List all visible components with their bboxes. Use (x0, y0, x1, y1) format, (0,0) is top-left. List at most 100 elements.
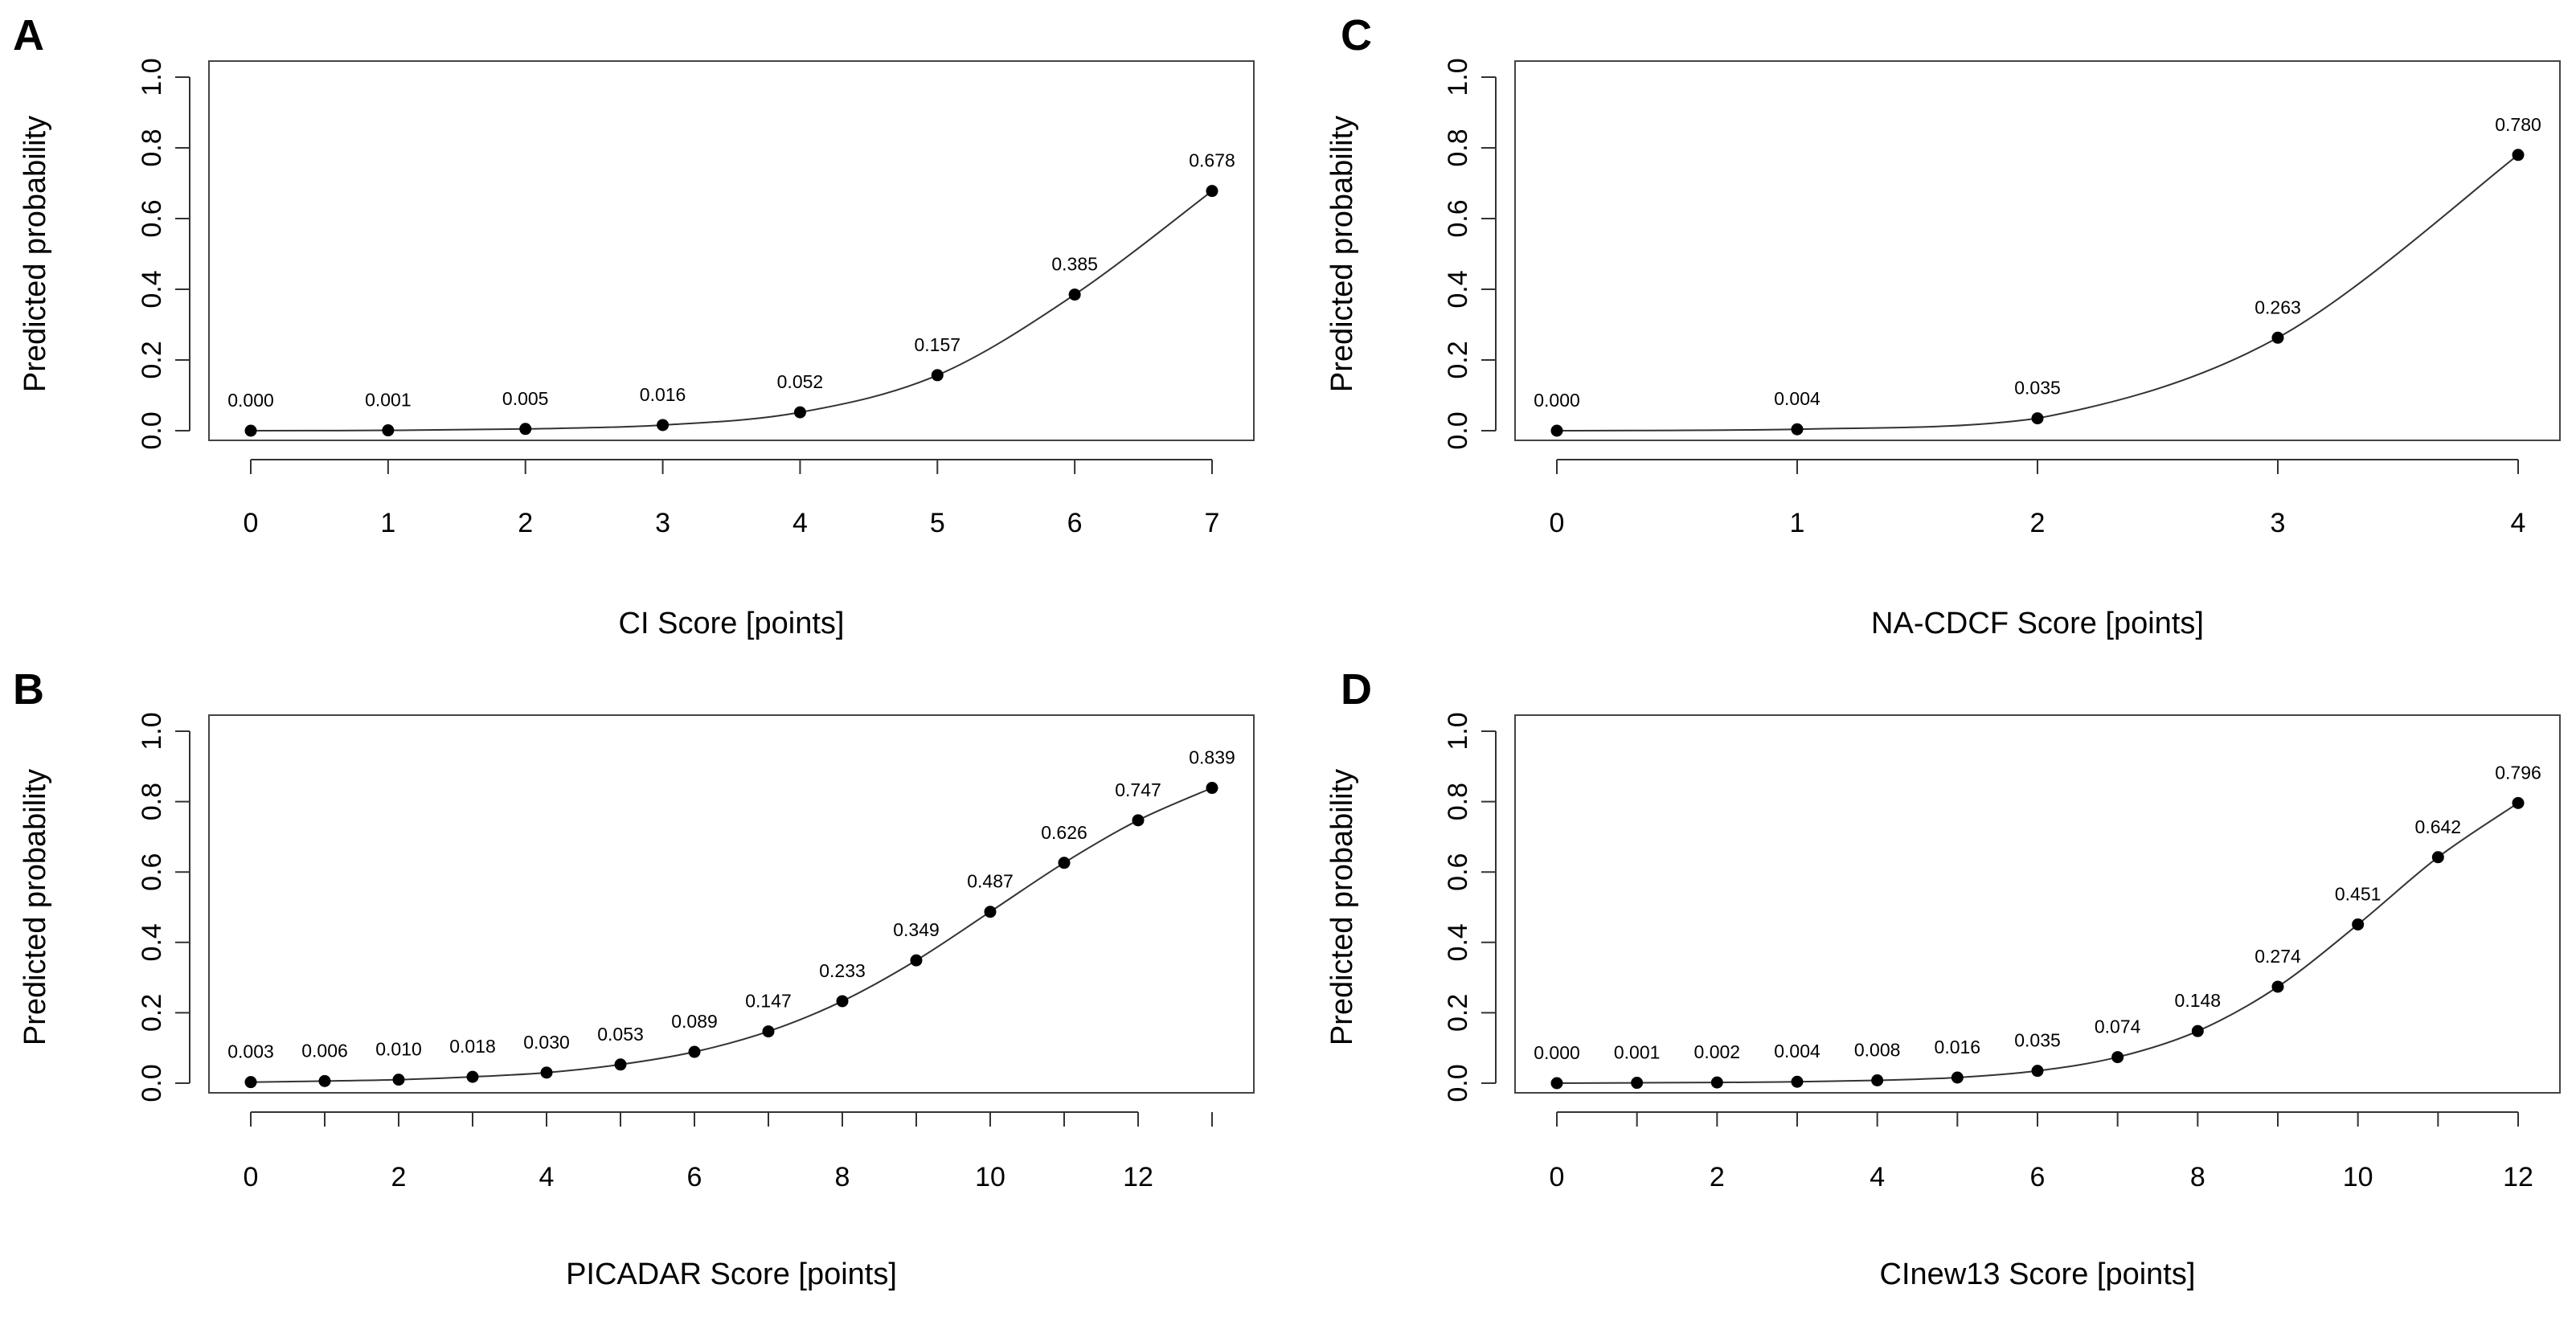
x-tick-label: 0 (1550, 508, 1565, 538)
data-label: 0.487 (967, 871, 1014, 892)
data-label: 0.035 (2014, 1030, 2061, 1051)
data-label: 0.000 (1534, 1042, 1580, 1063)
data-point (318, 1074, 331, 1087)
data-label: 0.010 (375, 1039, 422, 1060)
panel-c: C 0.0 0.2 0.4 0.6 0.8 1.0 Predicted probability… (1325, 11, 2561, 640)
y-tick-label: 0.6 (1443, 853, 1473, 891)
y-axis-title: Predicted probability (1325, 116, 1359, 392)
data-label: 0.004 (1774, 388, 1820, 409)
data-point (1631, 1077, 1644, 1090)
x-tick-label: 3 (655, 508, 670, 538)
probability-curve (250, 190, 1213, 432)
panel-b: B 0.0 0.2 0.4 0.6 0.8 1.0 Predicted probability… (13, 665, 1255, 1291)
data-label: 0.451 (2335, 883, 2381, 904)
data-label: 0.074 (2095, 1016, 2141, 1037)
y-tick-label: 0.4 (137, 923, 167, 961)
x-tick-label: 2 (391, 1162, 407, 1192)
x-tick-label: 0 (1550, 1162, 1565, 1192)
y-tick-label: 1.0 (1443, 712, 1473, 750)
panel-letter: C (1341, 11, 1372, 59)
data-point (2512, 796, 2525, 809)
data-label: 0.147 (745, 991, 792, 1012)
x-tick-label: 2 (2030, 508, 2046, 538)
data-point (657, 419, 670, 432)
data-point (1058, 857, 1071, 869)
x-tick-label: 6 (2030, 1162, 2046, 1192)
y-axis-title: Predicted probability (1325, 769, 1359, 1045)
x-tick-label: 0 (244, 1162, 259, 1192)
x-axis-title: NA-CDCF Score [points] (1871, 607, 2204, 640)
data-point (1951, 1071, 1964, 1084)
data-point (2352, 918, 2365, 930)
x-tick-label: 4 (1870, 1162, 1885, 1192)
y-tick-label: 1.0 (137, 58, 167, 96)
data-point (1132, 814, 1145, 827)
data-point (519, 423, 532, 436)
x-tick-label: 8 (835, 1162, 850, 1192)
y-tick-label: 0.0 (1443, 411, 1473, 449)
data-label: 0.035 (2014, 378, 2061, 399)
x-tick-label: 4 (539, 1162, 555, 1192)
y-tick-label: 0.4 (1443, 270, 1473, 308)
data-label: 0.233 (819, 960, 866, 981)
data-point (2431, 851, 2444, 864)
y-tick-label: 0.6 (137, 199, 167, 237)
data-point (2031, 412, 2044, 425)
data-label: 0.780 (2495, 114, 2541, 135)
data-point (2271, 980, 2284, 993)
x-tick-label: 6 (687, 1162, 702, 1192)
data-label: 0.003 (227, 1041, 274, 1062)
y-tick-label: 0.2 (137, 994, 167, 1032)
data-point (540, 1066, 553, 1079)
plot-frame (208, 60, 1255, 441)
data-label: 0.002 (1694, 1041, 1741, 1062)
x-tick-label: 2 (1710, 1162, 1725, 1192)
x-tick-label: 6 (1067, 508, 1083, 538)
data-label: 0.000 (227, 390, 274, 411)
data-point (836, 995, 849, 1008)
y-tick-label: 0.8 (137, 129, 167, 166)
x-tick-label: 3 (2271, 508, 2286, 538)
data-label: 0.006 (301, 1040, 348, 1061)
x-tick-label: 10 (975, 1162, 1005, 1192)
y-tick-label: 0.8 (137, 783, 167, 820)
data-point (244, 424, 257, 437)
y-tick-label: 0.2 (137, 341, 167, 378)
data-point (1550, 1077, 1563, 1090)
x-tick-label: 0 (244, 508, 259, 538)
data-point (1791, 423, 1804, 436)
y-tick-label: 0.8 (1443, 783, 1473, 820)
x-tick-label: 5 (930, 508, 945, 538)
data-point (2111, 1051, 2124, 1064)
data-label: 0.016 (1935, 1037, 1981, 1057)
data-label: 0.018 (449, 1036, 496, 1057)
y-tick-label: 0.0 (137, 1064, 167, 1102)
data-label: 0.839 (1189, 747, 1235, 768)
x-axis-title: PICADAR Score [points] (566, 1258, 897, 1291)
panel-letter: B (13, 665, 44, 714)
x-tick-label: 8 (2190, 1162, 2205, 1192)
y-tick-label: 0.2 (1443, 994, 1473, 1032)
y-tick-label: 1.0 (1443, 58, 1473, 96)
data-label: 0.796 (2495, 762, 2541, 783)
data-point (2271, 331, 2284, 344)
data-point (1871, 1074, 1884, 1086)
y-axis-title: Predicted probability (18, 116, 52, 392)
data-label: 0.747 (1115, 779, 1161, 800)
data-point (793, 406, 806, 419)
data-label: 0.642 (2415, 816, 2462, 837)
panel-letter: D (1341, 665, 1372, 714)
data-point (1206, 782, 1218, 795)
y-tick-label: 0.6 (1443, 199, 1473, 237)
y-tick-label: 0.0 (1443, 1064, 1473, 1102)
data-point (1710, 1076, 1723, 1089)
data-label: 0.000 (1534, 390, 1580, 411)
data-point (931, 369, 944, 382)
data-point (762, 1025, 775, 1038)
data-label: 0.157 (915, 334, 961, 355)
x-tick-label: 1 (1790, 508, 1805, 538)
y-tick-label: 0.0 (137, 411, 167, 449)
data-point (614, 1058, 627, 1071)
data-point (688, 1045, 701, 1058)
